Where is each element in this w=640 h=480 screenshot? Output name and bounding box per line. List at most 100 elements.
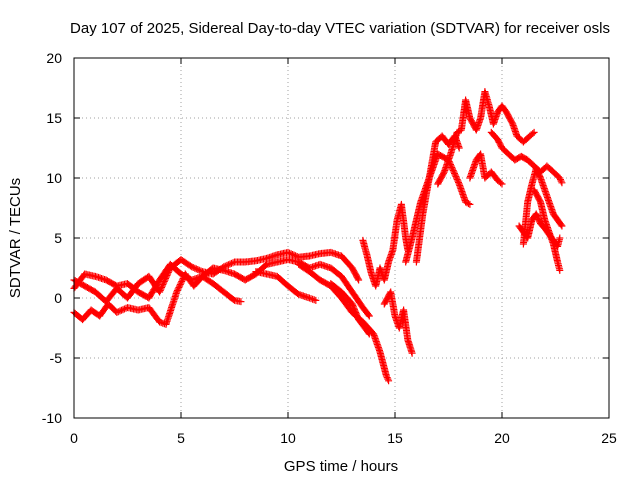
data-point (558, 222, 566, 230)
series-sat-i (402, 150, 474, 266)
data-point (176, 281, 184, 288)
data-point (557, 177, 565, 185)
data-point (538, 179, 546, 186)
data-point (530, 128, 538, 136)
data-point (466, 200, 474, 208)
data-point (178, 278, 186, 285)
data-point (556, 174, 564, 182)
y-axis-label: SDTVAR / TECUs (7, 178, 24, 298)
series-sat-l (466, 150, 506, 188)
y-tick-label: 5 (54, 230, 62, 246)
data-point (546, 231, 554, 239)
data-point (188, 263, 196, 271)
x-tick-label: 25 (601, 430, 617, 446)
data-point (287, 250, 295, 258)
data-point (558, 179, 566, 187)
data-point (173, 288, 181, 296)
x-tick-label: 0 (70, 430, 78, 446)
data-point (174, 285, 182, 293)
data-point (549, 239, 557, 246)
data-point (237, 298, 245, 306)
data-point (453, 174, 460, 182)
data-point (355, 276, 363, 284)
data-point (556, 266, 564, 274)
data-point (557, 221, 565, 229)
data-point (455, 144, 463, 152)
series-sat-h (380, 288, 416, 357)
plot-area (70, 88, 566, 385)
y-tick-label: -10 (42, 410, 62, 426)
data-point (176, 282, 184, 290)
data-point (498, 180, 506, 188)
series-sat-c (70, 256, 373, 320)
data-point (158, 284, 166, 291)
data-point (354, 275, 362, 283)
data-point (119, 306, 127, 314)
data-point (455, 179, 462, 186)
data-point (156, 288, 164, 296)
data-point (385, 377, 393, 385)
series-sat-g (359, 200, 412, 290)
series-sat-f (327, 280, 373, 338)
axis-ticks: 0 5 10 15 20 25 -10 -5 0 5 10 15 20 (42, 50, 617, 446)
data-point (113, 308, 121, 316)
data-point (511, 126, 519, 134)
y-tick-label: 10 (46, 170, 62, 186)
data-point (556, 234, 564, 242)
data-point (286, 249, 293, 257)
data-point (157, 285, 165, 293)
plot-frame (73, 57, 610, 419)
data-point (364, 311, 372, 319)
data-point (541, 218, 549, 225)
data-point (195, 266, 203, 274)
x-axis-label: GPS time / hours (284, 458, 398, 475)
data-point (197, 267, 205, 275)
data-point (114, 308, 122, 316)
x-tick-label: 5 (177, 430, 185, 446)
series-sat-d (252, 268, 320, 304)
data-point (189, 264, 197, 271)
data-point (116, 307, 124, 315)
data-point (557, 176, 564, 184)
data-point (465, 200, 472, 208)
data-point (451, 171, 459, 179)
y-tick-label: -5 (50, 350, 63, 366)
data-point (449, 165, 456, 173)
data-point (449, 167, 457, 174)
y-tick-label: 0 (54, 290, 62, 306)
data-point (365, 330, 373, 338)
data-point (173, 287, 181, 294)
data-point (365, 312, 373, 320)
data-point (408, 349, 416, 357)
data-point (382, 372, 390, 380)
data-point (384, 375, 392, 383)
data-point (541, 188, 549, 195)
data-point (191, 264, 199, 272)
data-point (312, 296, 320, 304)
data-point (497, 179, 505, 187)
data-point (229, 259, 237, 267)
y-tick-label: 15 (46, 110, 62, 126)
chart-title: Day 107 of 2025, Sidereal Day-to-day VTE… (70, 20, 610, 37)
data-point (227, 259, 235, 267)
data-point (175, 284, 183, 291)
x-tick-label: 10 (280, 430, 296, 446)
data-point (177, 279, 185, 287)
data-point (194, 266, 202, 273)
data-point (448, 164, 456, 171)
data-point (284, 248, 292, 256)
data-point (365, 329, 372, 337)
x-tick-label: 15 (387, 430, 403, 446)
series-sat-k (434, 88, 538, 188)
series-sat-j (412, 132, 463, 266)
data-point (546, 201, 554, 209)
data-point (383, 374, 391, 382)
data-point (223, 261, 231, 269)
data-point (453, 176, 461, 183)
data-point (120, 305, 128, 313)
data-point (226, 260, 234, 268)
x-tick-label: 20 (494, 430, 510, 446)
series-sat-o (519, 164, 566, 248)
data-point (451, 170, 458, 177)
